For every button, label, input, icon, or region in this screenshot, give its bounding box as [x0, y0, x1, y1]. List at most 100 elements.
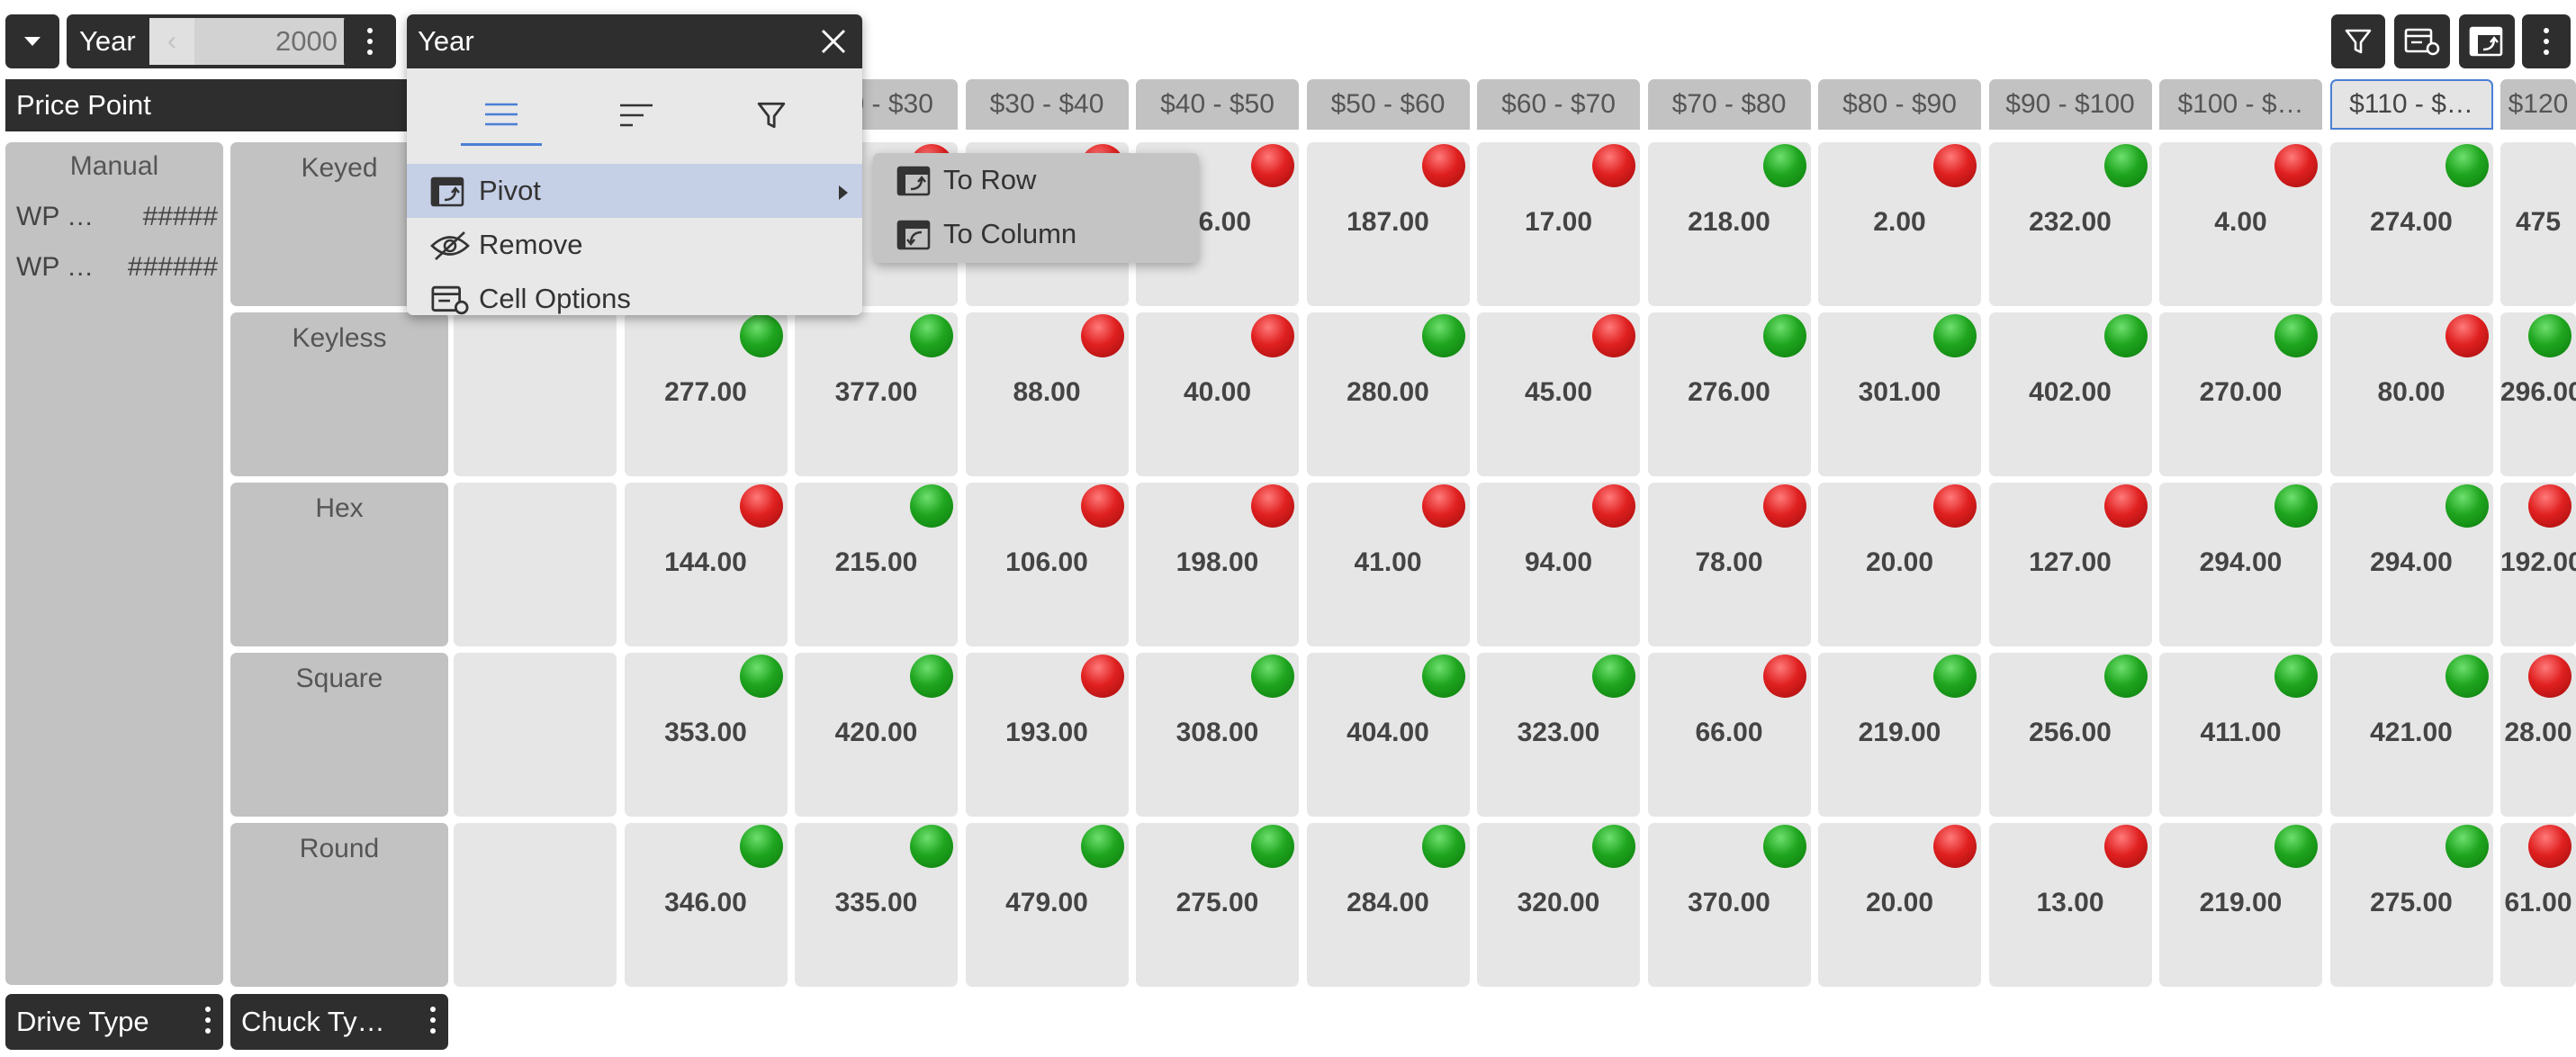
column-header[interactable]: $70 - $80 [1647, 79, 1811, 130]
grid-cell[interactable]: 4.00 [2159, 142, 2322, 306]
grid-cell[interactable]: 187.00 [1306, 142, 1470, 306]
grid-cell[interactable]: 80.00 [2329, 312, 2493, 476]
green-status-icon [2445, 655, 2489, 698]
grid-cell[interactable]: 274.00 [2329, 142, 2493, 306]
menu-item-cell-options[interactable]: Cell Options [407, 272, 862, 315]
grid-cell[interactable]: 41.00 [1306, 483, 1470, 646]
grid-cell[interactable]: 40.00 [1136, 312, 1299, 476]
column-header[interactable]: $110 - $… [2329, 79, 2493, 130]
grid-cell[interactable]: 127.00 [1988, 483, 2152, 646]
submenu-item-to-row[interactable]: To Row [873, 153, 1199, 207]
grid-cell[interactable] [454, 312, 617, 476]
tab-sort[interactable] [596, 85, 677, 146]
grid-cell[interactable] [454, 483, 617, 646]
grid-cell[interactable]: 294.00 [2329, 483, 2493, 646]
grid-cell[interactable]: 215.00 [795, 483, 958, 646]
column-header[interactable]: $60 - $70 [1477, 79, 1640, 130]
grid-cell[interactable]: 475 [2500, 142, 2576, 306]
column-header[interactable]: $90 - $100 [1988, 79, 2152, 130]
row-header[interactable]: Square [230, 653, 448, 817]
more-vertical-icon[interactable] [205, 1007, 211, 1034]
filter-button[interactable] [2331, 14, 2385, 68]
grid-cell[interactable]: 20.00 [1818, 823, 1981, 987]
column-header[interactable]: $120 [2500, 79, 2576, 130]
grid-cell[interactable]: 323.00 [1477, 653, 1640, 817]
year-value[interactable]: 2000 [194, 18, 356, 65]
grid-cell[interactable]: 320.00 [1477, 823, 1640, 987]
menu-item-pivot[interactable]: Pivot [407, 164, 862, 218]
green-status-icon [739, 655, 783, 698]
grid-cell[interactable]: 28.00 [2500, 653, 2576, 817]
column-header[interactable]: $40 - $50 [1136, 79, 1299, 130]
grid-cell[interactable] [454, 823, 617, 987]
grid-cell[interactable]: 335.00 [795, 823, 958, 987]
grid-cell[interactable]: 411.00 [2159, 653, 2322, 817]
menu-item-remove[interactable]: Remove [407, 218, 862, 272]
grid-cell[interactable]: 270.00 [2159, 312, 2322, 476]
grid-cell[interactable]: 277.00 [624, 312, 788, 476]
chuck-type-chip[interactable]: Chuck Ty… [230, 994, 448, 1050]
grid-cell[interactable]: 256.00 [1988, 653, 2152, 817]
grid-cell[interactable]: 479.00 [965, 823, 1129, 987]
tab-list[interactable] [461, 85, 542, 146]
grid-cell[interactable]: 45.00 [1477, 312, 1640, 476]
grid-cell[interactable]: 404.00 [1306, 653, 1470, 817]
row-header[interactable]: Round [230, 823, 448, 987]
grid-cell[interactable]: 280.00 [1306, 312, 1470, 476]
grid-cell[interactable]: 2.00 [1818, 142, 1981, 306]
grid-cell[interactable]: 377.00 [795, 312, 958, 476]
year-prev-button[interactable]: ‹ [149, 18, 194, 65]
grid-cell[interactable]: 66.00 [1647, 653, 1811, 817]
grid-cell[interactable]: 346.00 [624, 823, 788, 987]
grid-cell[interactable]: 17.00 [1477, 142, 1640, 306]
grid-cell[interactable]: 353.00 [624, 653, 788, 817]
cell-options-button[interactable] [2394, 14, 2450, 68]
grid-cell[interactable]: 192.00 [2500, 483, 2576, 646]
grid-cell[interactable]: 402.00 [1988, 312, 2152, 476]
dropdown-button[interactable] [5, 14, 59, 68]
grid-cell[interactable]: 218.00 [1647, 142, 1811, 306]
column-header[interactable]: $50 - $60 [1306, 79, 1470, 130]
grid-cell[interactable]: 94.00 [1477, 483, 1640, 646]
column-header[interactable]: $80 - $90 [1818, 79, 1981, 130]
price-point-header[interactable]: Price Point [5, 79, 473, 131]
grid-cell[interactable] [454, 653, 617, 817]
grid-cell[interactable]: 20.00 [1818, 483, 1981, 646]
grid-cell[interactable]: 61.00 [2500, 823, 2576, 987]
grid-cell[interactable]: 106.00 [965, 483, 1129, 646]
grid-cell[interactable]: 308.00 [1136, 653, 1299, 817]
red-status-icon [1592, 484, 1635, 528]
grid-cell[interactable]: 78.00 [1647, 483, 1811, 646]
submenu-item-to-column[interactable]: To Column [873, 207, 1199, 261]
grid-cell[interactable]: 294.00 [2159, 483, 2322, 646]
tab-filter[interactable] [731, 85, 812, 146]
grid-cell[interactable]: 193.00 [965, 653, 1129, 817]
close-icon[interactable] [819, 27, 848, 56]
more-options-button[interactable] [2522, 14, 2571, 68]
grid-cell[interactable]: 88.00 [965, 312, 1129, 476]
row-header[interactable]: Keyless [230, 312, 448, 476]
year-more-button[interactable] [344, 14, 396, 68]
more-vertical-icon[interactable] [430, 1007, 436, 1034]
grid-cell[interactable]: 275.00 [1136, 823, 1299, 987]
grid-cell[interactable]: 420.00 [795, 653, 958, 817]
grid-cell[interactable]: 198.00 [1136, 483, 1299, 646]
column-header[interactable]: $30 - $40 [965, 79, 1129, 130]
grid-cell[interactable]: 276.00 [1647, 312, 1811, 476]
grid-cell[interactable]: 301.00 [1818, 312, 1981, 476]
grid-cell[interactable]: 219.00 [2159, 823, 2322, 987]
cell-value: 144.00 [664, 547, 747, 577]
grid-cell[interactable]: 219.00 [1818, 653, 1981, 817]
grid-cell[interactable]: 13.00 [1988, 823, 2152, 987]
row-header[interactable]: Hex [230, 483, 448, 646]
grid-cell[interactable]: 421.00 [2329, 653, 2493, 817]
grid-cell[interactable]: 296.00 [2500, 312, 2576, 476]
grid-cell[interactable]: 144.00 [624, 483, 788, 646]
drive-type-chip[interactable]: Drive Type [5, 994, 223, 1050]
grid-cell[interactable]: 275.00 [2329, 823, 2493, 987]
grid-cell[interactable]: 232.00 [1988, 142, 2152, 306]
grid-cell[interactable]: 284.00 [1306, 823, 1470, 987]
pivot-button[interactable] [2459, 14, 2515, 68]
column-header[interactable]: $100 - $… [2159, 79, 2322, 130]
grid-cell[interactable]: 370.00 [1647, 823, 1811, 987]
